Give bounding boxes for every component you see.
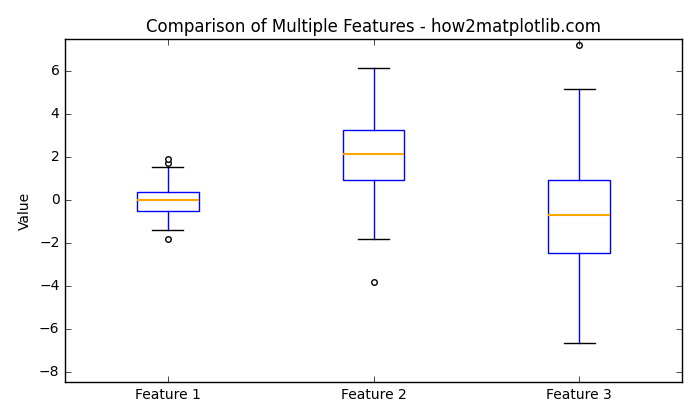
PathPatch shape [548,180,610,253]
Y-axis label: Value: Value [18,192,32,230]
PathPatch shape [137,192,199,210]
Title: Comparison of Multiple Features - how2matplotlib.com: Comparison of Multiple Features - how2ma… [146,18,601,36]
PathPatch shape [343,131,405,181]
